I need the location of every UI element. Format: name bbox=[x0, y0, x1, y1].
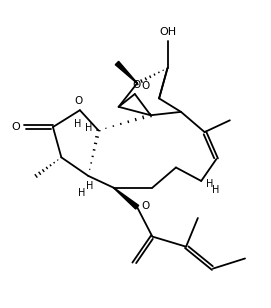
Polygon shape bbox=[115, 61, 137, 83]
Polygon shape bbox=[114, 188, 139, 209]
Text: H: H bbox=[85, 123, 92, 133]
Text: O: O bbox=[141, 81, 149, 91]
Text: O: O bbox=[133, 80, 141, 90]
Text: O: O bbox=[11, 122, 20, 132]
Text: H: H bbox=[212, 185, 220, 195]
Text: O: O bbox=[141, 201, 150, 211]
Text: H: H bbox=[74, 119, 82, 129]
Text: H: H bbox=[86, 181, 94, 191]
Text: H: H bbox=[78, 188, 85, 198]
Text: O: O bbox=[74, 96, 82, 106]
Text: H: H bbox=[206, 179, 214, 189]
Text: OH: OH bbox=[159, 27, 176, 37]
